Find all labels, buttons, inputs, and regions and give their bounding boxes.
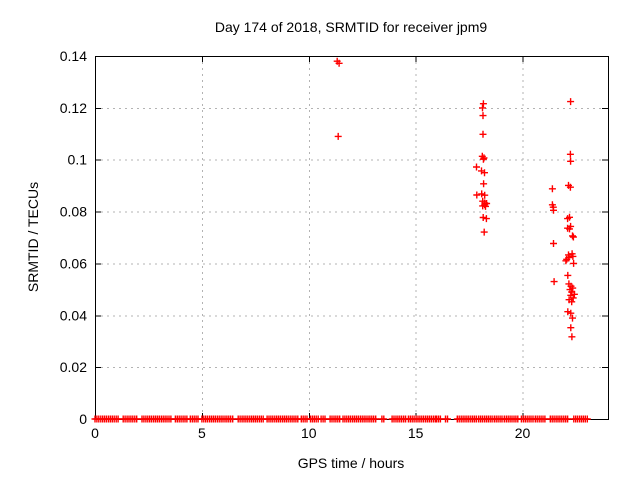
plus-marker [480, 228, 488, 236]
plus-marker [480, 180, 488, 188]
plus-marker [570, 259, 578, 267]
y-tick-label: 0.12 [60, 100, 87, 116]
y-tick-label: 0.06 [60, 255, 87, 271]
y-tick-label: 0 [79, 411, 87, 427]
x-tick-label: 15 [408, 425, 424, 441]
plus-marker [569, 314, 576, 322]
plus-marker [481, 191, 489, 199]
plus-marker [479, 155, 487, 163]
plus-marker [566, 183, 574, 191]
y-tick-label: 0.02 [60, 359, 87, 375]
x-axis-label: GPS time / hours [297, 455, 405, 471]
plus-marker [548, 185, 556, 193]
plus-marker-baseline [372, 415, 380, 423]
chart-title: Day 174 of 2018, SRMTID for receiver jpm… [214, 19, 488, 35]
plus-marker [479, 112, 487, 120]
plus-marker-baseline [583, 415, 591, 423]
x-tick-label: 20 [515, 425, 531, 441]
x-tick-label: 10 [301, 425, 317, 441]
plus-marker-baseline [444, 415, 451, 423]
tick-marks [95, 56, 608, 420]
plus-marker [566, 150, 574, 158]
plus-marker [550, 278, 558, 286]
y-tick-label: 0.04 [60, 307, 87, 323]
plus-marker [568, 333, 576, 341]
y-tick-label: 0.1 [68, 152, 88, 168]
plus-marker [569, 233, 577, 241]
plus-marker [482, 215, 490, 223]
plus-marker [569, 294, 577, 302]
plus-marker [567, 309, 575, 317]
plus-marker-baseline [564, 415, 572, 423]
data-points [91, 57, 591, 423]
plus-marker [479, 100, 487, 108]
plus-marker [567, 157, 575, 165]
y-axis-label: SRMTID / TECUs [25, 181, 41, 293]
plus-marker [479, 104, 486, 112]
plus-marker [569, 232, 576, 240]
plus-marker [335, 59, 343, 67]
plus-marker [562, 257, 570, 265]
plus-marker [473, 163, 480, 171]
tick-labels: 0 5 10 15 20 0 0.02 0.04 0.06 0.08 0.1 0.12 0.14 [60, 48, 531, 441]
y-tick-label: 0.14 [60, 48, 87, 64]
plus-marker [564, 215, 572, 223]
plus-marker [479, 214, 487, 221]
y-tick-label: 0.08 [60, 204, 87, 220]
plus-marker [479, 130, 487, 138]
plus-marker [569, 252, 577, 260]
plus-marker [473, 191, 481, 199]
plus-marker [564, 271, 572, 279]
plus-marker [563, 255, 571, 263]
plus-marker [566, 225, 573, 233]
plus-marker [334, 132, 342, 140]
x-tick-label: 0 [91, 425, 99, 441]
plus-marker [567, 324, 575, 332]
plus-marker [550, 240, 557, 247]
plot-border [95, 56, 609, 420]
plus-marker [550, 206, 557, 214]
grid-lines [95, 56, 608, 419]
plus-marker [481, 169, 488, 177]
plus-marker [567, 98, 575, 106]
plus-marker [570, 290, 578, 298]
plus-marker [482, 202, 489, 210]
plus-marker [568, 298, 576, 306]
x-tick-label: 5 [198, 425, 206, 441]
plus-marker-baseline [380, 415, 388, 423]
